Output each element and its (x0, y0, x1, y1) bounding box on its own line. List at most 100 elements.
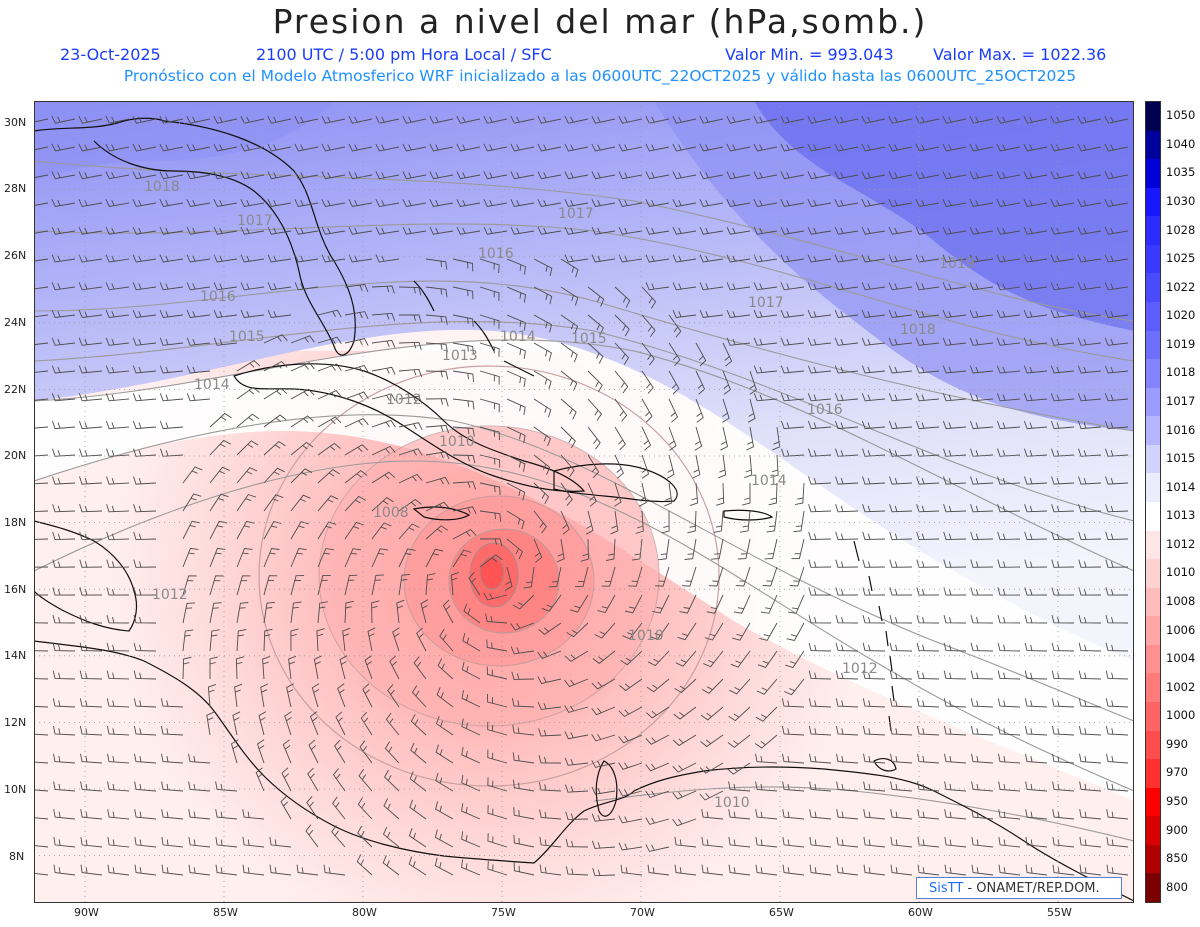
wind-barb (641, 370, 654, 394)
wind-barb (387, 684, 400, 708)
wind-barb (290, 415, 314, 428)
wind-barb (242, 809, 265, 820)
wind-barb (436, 687, 454, 708)
wind-barb (672, 282, 697, 291)
wind-barb (780, 365, 805, 374)
wind-barb (182, 493, 202, 512)
wind-barb (641, 286, 657, 309)
wind-barb (442, 599, 454, 624)
wind-barb (781, 725, 805, 736)
wind-barb (133, 670, 157, 680)
wind-barb (510, 622, 535, 631)
wind-barb (510, 646, 535, 655)
wind-barb (565, 838, 589, 848)
wind-barb (1023, 115, 1048, 124)
colorbar-label: 1002 (1166, 679, 1196, 694)
wind-barb (943, 642, 967, 652)
wind-barb (672, 818, 697, 827)
wind-barb (1078, 670, 1102, 680)
wind-barb (1077, 254, 1102, 263)
wind-barb (294, 282, 319, 291)
wind-barb (487, 777, 508, 792)
wind-barb (402, 199, 427, 208)
wind-barb (332, 768, 346, 792)
wind-barb (996, 420, 1021, 430)
wind-barb (668, 426, 677, 451)
wind-barb (889, 504, 913, 513)
wind-barb (256, 739, 265, 764)
wind-barb (134, 753, 157, 764)
wind-barb (51, 309, 76, 318)
wind-barb (236, 520, 255, 540)
trinidad (873, 758, 897, 772)
wind-barb (1077, 309, 1102, 318)
wind-barb (1023, 199, 1048, 208)
wind-barb (317, 469, 340, 484)
wind-barb (672, 790, 697, 800)
wind-barb (863, 753, 886, 764)
wind-barb (742, 483, 751, 506)
wind-barb (132, 171, 157, 180)
wind-barb (915, 420, 940, 430)
wind-barb (646, 678, 670, 693)
wind-barb (942, 282, 967, 291)
wind-barb (638, 482, 647, 507)
colorbar-label: 1040 (1166, 136, 1196, 151)
wind-barb (970, 642, 994, 652)
wind-barb (398, 368, 423, 377)
wind-barb (728, 809, 751, 820)
wind-barb (52, 587, 76, 596)
wind-barb (668, 370, 680, 395)
wind-barb (375, 254, 400, 263)
wind-barb (645, 171, 670, 180)
wind-barb (749, 370, 757, 395)
wind-barb (52, 698, 76, 708)
wind-barb (294, 115, 319, 124)
wind-barb (835, 642, 859, 652)
isobar-label: 1013 (442, 348, 478, 364)
wind-barb (708, 566, 724, 587)
wind-barb (290, 575, 305, 596)
wind-barb (487, 833, 508, 848)
wind-barb (34, 174, 49, 179)
wind-barb (753, 171, 778, 180)
wind-barb (34, 566, 49, 568)
wind-barb (808, 642, 832, 652)
wind-barb (1105, 614, 1129, 624)
wind-barb (807, 393, 832, 402)
wind-barb (384, 769, 400, 792)
wind-barb (836, 753, 859, 764)
colorbar-label: 1018 (1166, 365, 1196, 380)
wind-barb (836, 781, 859, 792)
wind-barb (943, 504, 967, 513)
wind-barb (236, 575, 251, 596)
wind-barb (722, 370, 731, 395)
wind-barb (182, 547, 199, 568)
wind-barb (672, 762, 697, 773)
wind-barb (105, 282, 130, 291)
wind-barb (943, 559, 967, 568)
wind-barb (434, 857, 454, 876)
wind-barb (836, 836, 859, 848)
wind-barb (34, 258, 49, 262)
wind-barb (290, 601, 302, 624)
wind-barb (754, 734, 778, 749)
wind-barb (263, 520, 282, 540)
lat-label: 8N (9, 850, 25, 863)
wind-barb (348, 115, 373, 124)
max-value: Valor Max. = 1022.36 (933, 45, 1107, 64)
wind-barb (780, 309, 805, 318)
wind-barb (996, 199, 1021, 208)
wind-barb (209, 493, 229, 512)
colorbar-label: 1013 (1166, 508, 1196, 523)
wind-barb (452, 286, 474, 300)
wind-barb (240, 226, 265, 235)
wind-barb (649, 622, 670, 640)
wind-barb (862, 614, 886, 624)
wind-barb (537, 676, 562, 685)
wind-barb (209, 439, 231, 456)
wind-barb (624, 594, 643, 614)
wind-barb (645, 282, 670, 291)
wind-barb (538, 754, 562, 764)
isobar-label: 1016 (807, 402, 843, 418)
